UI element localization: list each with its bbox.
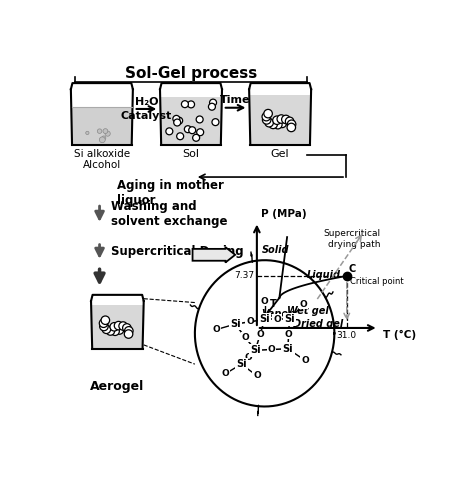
Text: O: O: [261, 296, 268, 306]
Polygon shape: [161, 96, 221, 144]
Text: C: C: [348, 264, 356, 274]
Text: O: O: [273, 315, 281, 324]
Text: P (MPa): P (MPa): [261, 210, 306, 220]
Circle shape: [111, 327, 119, 336]
Circle shape: [115, 326, 124, 334]
Circle shape: [110, 322, 118, 331]
Text: Dried gel: Dried gel: [293, 320, 344, 330]
Circle shape: [102, 136, 106, 140]
Text: Sol: Sol: [182, 148, 200, 158]
Polygon shape: [92, 304, 143, 349]
Text: O: O: [301, 356, 309, 365]
Text: Washing and
solvent exchange: Washing and solvent exchange: [111, 200, 228, 228]
Text: O: O: [245, 352, 252, 362]
Text: H₂O: H₂O: [135, 96, 158, 106]
Text: Supercritical Drying: Supercritical Drying: [111, 245, 244, 258]
Polygon shape: [192, 247, 235, 262]
Text: Si: Si: [259, 314, 270, 324]
Text: Si alkoxide
Alcohol: Si alkoxide Alcohol: [74, 148, 130, 170]
Text: O: O: [300, 300, 307, 308]
Circle shape: [176, 117, 182, 124]
Circle shape: [196, 116, 203, 123]
Text: Si: Si: [284, 314, 295, 324]
Text: O: O: [213, 325, 220, 334]
Circle shape: [114, 322, 123, 330]
Text: 7.37: 7.37: [235, 272, 255, 280]
Circle shape: [182, 100, 188, 107]
Circle shape: [262, 112, 271, 121]
Circle shape: [278, 119, 286, 128]
Text: T: T: [270, 300, 276, 310]
Circle shape: [210, 99, 217, 106]
Circle shape: [277, 115, 285, 124]
Text: Si: Si: [236, 359, 246, 369]
Polygon shape: [72, 106, 132, 144]
Circle shape: [125, 326, 133, 335]
Text: O: O: [222, 369, 230, 378]
Text: O: O: [256, 330, 264, 340]
Circle shape: [101, 316, 109, 324]
Text: Aging in mother
liquor: Aging in mother liquor: [118, 180, 224, 208]
Circle shape: [265, 118, 273, 127]
Text: Gel: Gel: [271, 148, 290, 158]
Circle shape: [102, 325, 110, 334]
Circle shape: [100, 137, 105, 142]
Text: O: O: [241, 332, 249, 342]
Circle shape: [287, 120, 296, 128]
Circle shape: [106, 327, 115, 335]
Circle shape: [105, 131, 110, 136]
Text: Liquid: Liquid: [307, 270, 340, 280]
Circle shape: [192, 134, 200, 141]
Circle shape: [263, 116, 271, 124]
Circle shape: [184, 126, 191, 132]
Circle shape: [287, 123, 296, 132]
Circle shape: [173, 116, 180, 122]
Circle shape: [197, 129, 204, 136]
Text: 31.0: 31.0: [337, 331, 357, 340]
Circle shape: [97, 129, 102, 134]
Circle shape: [177, 133, 183, 140]
Circle shape: [124, 330, 133, 338]
Circle shape: [188, 101, 194, 108]
Text: Wet gel: Wet gel: [287, 306, 329, 316]
Circle shape: [119, 322, 128, 330]
Text: Solid: Solid: [262, 245, 289, 255]
Text: O: O: [268, 345, 275, 354]
Circle shape: [99, 319, 108, 328]
Circle shape: [103, 128, 108, 134]
Text: O: O: [285, 330, 292, 338]
Circle shape: [189, 126, 196, 134]
Text: Catalyst: Catalyst: [121, 112, 172, 122]
Circle shape: [100, 322, 108, 330]
Text: Si: Si: [250, 346, 261, 356]
Text: Time: Time: [220, 96, 251, 106]
Circle shape: [173, 119, 181, 126]
Circle shape: [264, 110, 273, 118]
Text: Sol-Gel process: Sol-Gel process: [125, 66, 257, 81]
Text: Aerogel: Aerogel: [90, 380, 145, 392]
Circle shape: [273, 116, 281, 124]
Text: T (°C): T (°C): [383, 330, 416, 340]
Text: Supercritical
drying path: Supercritical drying path: [323, 230, 380, 249]
Circle shape: [212, 118, 219, 126]
Text: Si: Si: [230, 319, 240, 329]
Text: O: O: [246, 318, 254, 326]
Circle shape: [209, 104, 215, 110]
Text: Vapor: Vapor: [262, 308, 293, 318]
Circle shape: [269, 120, 277, 128]
Text: Si: Si: [283, 344, 293, 354]
Circle shape: [273, 120, 282, 129]
Circle shape: [86, 132, 89, 134]
Text: O: O: [253, 371, 261, 380]
Circle shape: [166, 128, 173, 135]
Circle shape: [123, 324, 131, 332]
Circle shape: [282, 115, 290, 124]
Circle shape: [285, 117, 294, 126]
Polygon shape: [250, 96, 310, 144]
Text: Critical point: Critical point: [350, 278, 403, 286]
